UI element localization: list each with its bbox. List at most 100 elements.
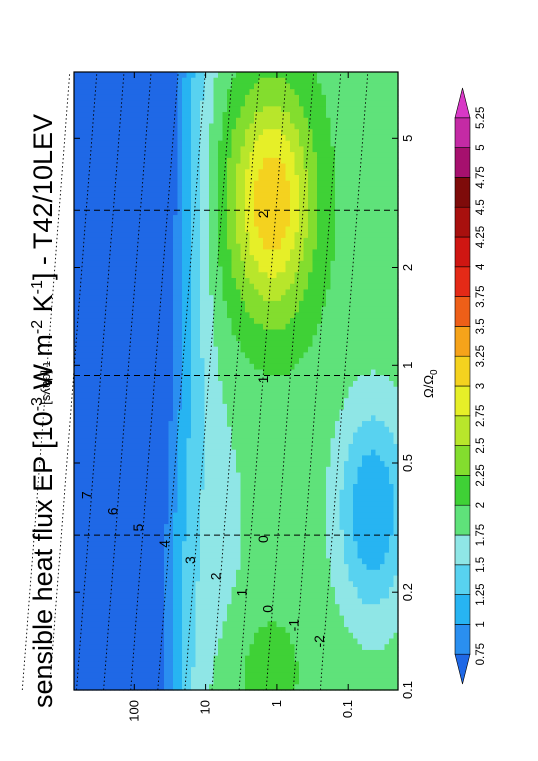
heatmap-cell [105, 300, 111, 308]
heatmap-cell [254, 461, 260, 468]
heatmap-cell [96, 249, 102, 256]
heatmap-cell [150, 598, 156, 605]
heatmap-cell [87, 615, 93, 622]
heatmap-cell [159, 627, 165, 634]
heatmap-cell [96, 220, 102, 228]
heatmap-cell [87, 535, 93, 542]
heatmap-cell [128, 615, 134, 622]
heatmap-cell [236, 461, 242, 468]
heatmap-cell [263, 432, 269, 439]
heatmap-cell [204, 129, 210, 136]
heatmap-cell [92, 621, 98, 628]
heatmap-cell [159, 358, 165, 365]
heatmap-cell [128, 661, 134, 668]
heatmap-cell [267, 564, 273, 571]
heatmap-cell [83, 438, 89, 445]
heatmap-cell [249, 335, 255, 342]
heatmap-cell [200, 575, 206, 582]
heatmap-cell [182, 312, 188, 319]
heatmap-cell [74, 89, 80, 96]
heatmap-cell [177, 215, 183, 222]
heatmap-cell [204, 581, 210, 588]
heatmap-cell [249, 489, 255, 497]
heatmap-cell [173, 558, 179, 565]
heatmap-cell [101, 529, 107, 537]
heatmap-cell [155, 506, 161, 514]
heatmap-cell [240, 381, 246, 388]
heatmap-cell [87, 129, 93, 136]
heatmap-cell [227, 592, 233, 600]
heatmap-cell [231, 209, 237, 216]
heatmap-cell [182, 278, 188, 285]
heatmap-cell [101, 421, 107, 428]
heatmap-cell [186, 392, 192, 399]
heatmap-cell [150, 192, 156, 199]
heatmap-cell [83, 489, 89, 497]
heatmap-cell [267, 443, 273, 451]
heatmap-cell [231, 495, 237, 502]
heatmap-cell [146, 443, 152, 451]
heatmap-cell [105, 346, 111, 353]
heatmap-cell [177, 581, 183, 588]
heatmap-cell [231, 335, 237, 342]
heatmap-cell [240, 72, 246, 79]
heatmap-cell [213, 140, 219, 147]
heatmap-cell [155, 621, 161, 628]
heatmap-cell [128, 501, 134, 508]
heatmap-cell [164, 627, 170, 634]
heatmap-cell [209, 478, 215, 485]
heatmap-cell [105, 443, 111, 451]
heatmap-cell [200, 300, 206, 308]
heatmap-cell [245, 192, 251, 199]
heatmap-cell [110, 117, 116, 125]
heatmap-cell [276, 649, 282, 657]
heatmap-cell [263, 546, 269, 554]
heatmap-cell [281, 232, 287, 239]
heatmap-cell [276, 609, 282, 617]
heatmap-cell [267, 266, 273, 273]
heatmap-cell [141, 564, 147, 571]
heatmap-cell [132, 163, 138, 170]
heatmap-cell [195, 604, 201, 611]
heatmap-cell [191, 243, 197, 250]
heatmap-cell [272, 604, 278, 611]
heatmap-cell [213, 541, 219, 548]
heatmap-cell [119, 512, 125, 519]
heatmap-cell [204, 169, 210, 176]
heatmap-cell [186, 329, 192, 336]
heatmap-cell [177, 369, 183, 376]
heatmap-cell [222, 203, 228, 210]
heatmap-cell [191, 146, 197, 153]
heatmap-cell [191, 644, 197, 651]
heatmap-cell [263, 312, 269, 319]
heatmap-cell [245, 163, 251, 170]
heatmap-cell [222, 83, 228, 90]
heatmap-cell [168, 94, 174, 102]
heatmap-cell [276, 392, 282, 399]
heatmap-cell [204, 506, 210, 514]
heatmap-cell [146, 134, 152, 142]
heatmap-cell [119, 489, 125, 497]
heatmap-cell [114, 375, 120, 382]
heatmap-cell [159, 323, 165, 331]
heatmap-cell [155, 649, 161, 657]
heatmap-cell [110, 260, 116, 268]
heatmap-cell [200, 615, 206, 622]
heatmap-cell [123, 575, 129, 582]
heatmap-cell [141, 363, 147, 371]
heatmap-cell [222, 129, 228, 136]
heatmap-cell [209, 455, 215, 462]
heatmap-cell [168, 455, 174, 462]
heatmap-cell [155, 278, 161, 285]
heatmap-cell [141, 283, 147, 291]
heatmap-cell [141, 466, 147, 474]
heatmap-cell [263, 455, 269, 462]
heatmap-cell [254, 140, 260, 147]
heatmap-cell [213, 94, 219, 102]
heatmap-cell [110, 323, 116, 331]
heatmap-cell [267, 386, 273, 394]
heatmap-cell [182, 426, 188, 434]
heatmap-cell [119, 386, 125, 394]
heatmap-cell [276, 461, 282, 468]
heatmap-cell [267, 140, 273, 147]
